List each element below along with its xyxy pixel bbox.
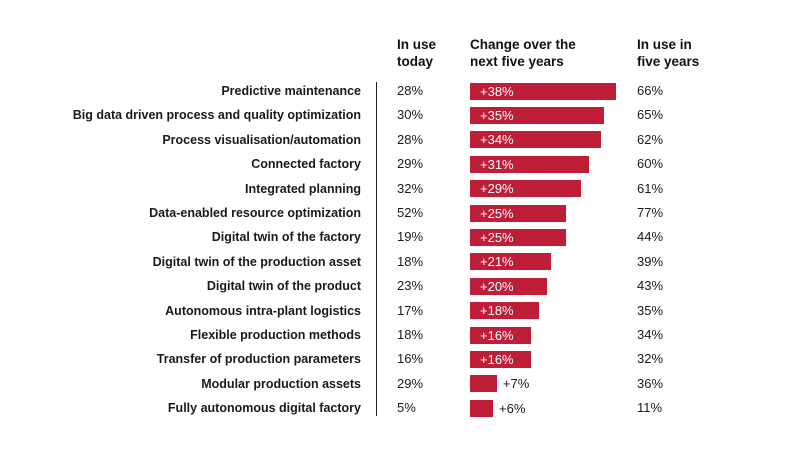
in-use-five-years-value: 35% — [637, 302, 664, 318]
change-bar-label: +38% — [480, 83, 514, 99]
row-label: Modular production assets — [201, 376, 361, 391]
in-use-today-value: 23% — [397, 278, 424, 294]
change-bar — [470, 302, 540, 320]
header-in-use-five-years: In use in five years — [637, 37, 700, 69]
in-use-five-years-value: 34% — [637, 327, 664, 342]
change-bar — [470, 180, 582, 198]
change-bar — [470, 326, 532, 344]
row-label: Big data driven process and quality opti… — [72, 108, 361, 123]
in-use-today-value: 16% — [397, 351, 424, 367]
change-bar-label: +25% — [480, 229, 514, 245]
change-bar-label: +29% — [480, 181, 514, 197]
in-use-five-years-value: 39% — [637, 253, 664, 269]
in-use-today-value: 52% — [397, 205, 424, 220]
in-use-five-years-value: 77% — [637, 205, 664, 220]
in-use-five-years-value: 60% — [637, 156, 664, 172]
label-separator-line — [376, 82, 377, 416]
change-bar — [470, 106, 605, 124]
change-bar — [470, 399, 494, 417]
change-bar — [470, 228, 567, 246]
row-label: Fully autonomous digital factory — [167, 401, 361, 416]
in-use-today-value: 5% — [397, 400, 416, 416]
in-use-five-years-value: 36% — [637, 375, 664, 391]
in-use-today-value: 18% — [397, 327, 424, 342]
in-use-today-value: 19% — [397, 229, 424, 245]
in-use-today-value: 28% — [397, 131, 424, 147]
in-use-five-years-value: 44% — [637, 229, 664, 245]
change-bar — [470, 131, 601, 149]
in-use-five-years-value: 11% — [637, 400, 663, 416]
row-label: Digital twin of the factory — [211, 230, 361, 245]
in-use-today-value: 29% — [397, 156, 424, 172]
change-bar-label: +35% — [480, 107, 514, 123]
change-bar — [470, 375, 497, 393]
change-bar-label: +16% — [480, 327, 514, 343]
change-bar-label: +31% — [480, 156, 514, 172]
in-use-five-years-value: 61% — [637, 180, 664, 196]
row-label: Process visualisation/automation — [162, 132, 361, 147]
in-use-five-years-value: 32% — [637, 351, 664, 367]
change-bar — [470, 204, 567, 222]
change-bar-label: +21% — [480, 254, 514, 270]
row-label: Integrated planning — [245, 181, 361, 196]
change-bar-label: +7% — [502, 376, 530, 392]
in-use-today-value: 29% — [397, 375, 424, 391]
row-label: Data-enabled resource optimization — [149, 206, 361, 220]
change-bar-label: +18% — [480, 303, 514, 319]
in-use-five-years-value: 62% — [637, 131, 664, 147]
in-use-five-years-value: 65% — [637, 107, 664, 123]
change-bar — [470, 155, 590, 173]
row-label: Autonomous intra-plant logistics — [165, 303, 361, 318]
row-label: Transfer of production parameters — [156, 352, 361, 367]
row-label: Predictive maintenance — [221, 84, 361, 98]
change-bar — [470, 82, 616, 100]
change-bar — [470, 277, 547, 295]
header-change-five-years: Change over the next five years — [470, 37, 576, 69]
in-use-five-years-value: 66% — [637, 83, 664, 98]
in-use-today-value: 18% — [397, 253, 424, 269]
change-bar — [470, 253, 551, 271]
in-use-today-value: 17% — [397, 302, 424, 318]
row-label: Digital twin of the production asset — [152, 254, 361, 269]
change-bar-label: +34% — [480, 132, 514, 148]
change-bar-label: +6% — [499, 400, 526, 416]
row-label: Connected factory — [251, 157, 361, 172]
in-use-today-value: 32% — [397, 180, 424, 196]
in-use-today-value: 28% — [397, 83, 424, 98]
in-use-five-years-value: 43% — [637, 278, 664, 294]
row-label: Flexible production methods — [190, 328, 361, 342]
change-bar — [470, 350, 532, 368]
header-in-use-today: In use today — [397, 37, 437, 69]
row-label: Digital twin of the product — [206, 279, 361, 294]
change-bar-label: +20% — [480, 278, 514, 294]
in-use-today-value: 30% — [397, 107, 424, 123]
change-bar-label: +16% — [480, 351, 514, 367]
change-bar-label: +25% — [480, 205, 514, 221]
